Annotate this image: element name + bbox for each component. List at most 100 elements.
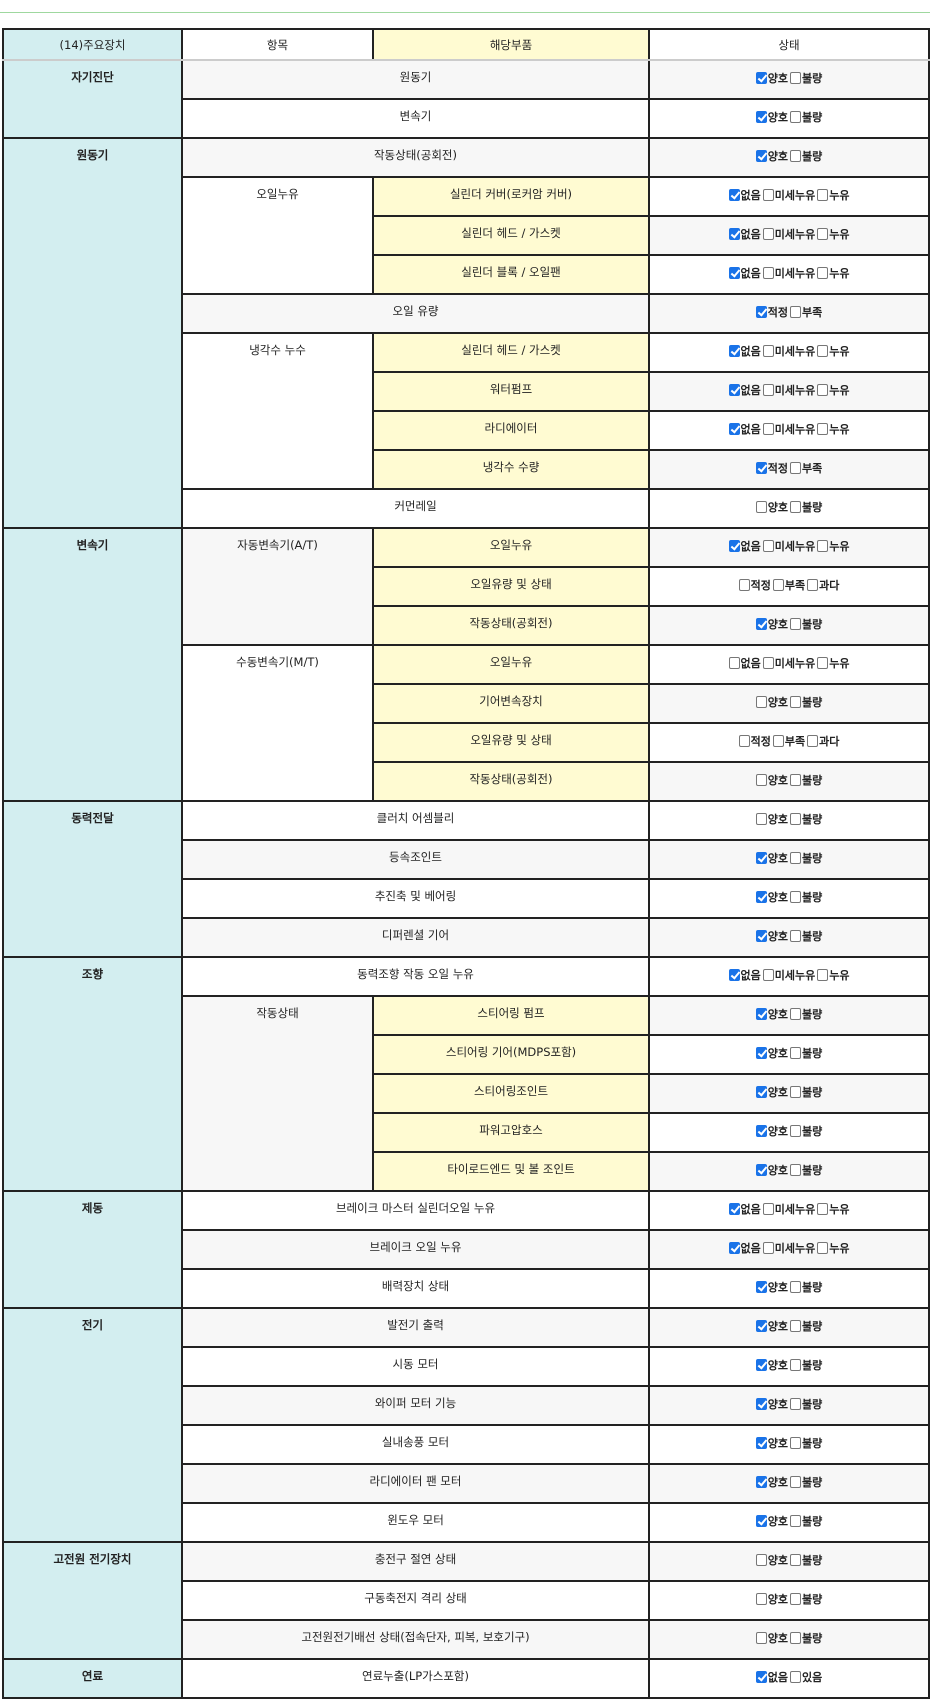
status-option[interactable]: 양호	[755, 1513, 788, 1529]
status-option[interactable]: 누유	[817, 1240, 849, 1256]
checkbox-icon[interactable]	[817, 1203, 829, 1215]
checkbox-checked-icon[interactable]	[755, 111, 767, 123]
status-option[interactable]: 불량	[790, 1396, 822, 1412]
status-option[interactable]: 양호	[755, 1396, 788, 1412]
checkbox-icon[interactable]	[790, 501, 801, 513]
status-option[interactable]: 양호	[755, 1045, 788, 1061]
checkbox-icon[interactable]	[762, 384, 774, 396]
checkbox-icon[interactable]	[762, 969, 774, 981]
checkbox-checked-icon[interactable]	[728, 1203, 740, 1215]
checkbox-checked-icon[interactable]	[755, 1125, 767, 1137]
status-option[interactable]: 과다	[807, 733, 839, 749]
checkbox-icon[interactable]	[790, 1398, 801, 1410]
status-option[interactable]: 양호	[755, 1006, 788, 1022]
status-option[interactable]: 미세누유	[762, 265, 815, 281]
checkbox-checked-icon[interactable]	[755, 1398, 767, 1410]
status-option[interactable]: 미세누유	[762, 655, 815, 671]
status-option[interactable]: 불량	[790, 1474, 822, 1490]
checkbox-checked-icon[interactable]	[728, 384, 740, 396]
status-option[interactable]: 없음	[728, 967, 761, 983]
status-option[interactable]: 불량	[790, 1279, 822, 1295]
status-option[interactable]: 불량	[790, 1006, 822, 1022]
checkbox-icon[interactable]	[817, 969, 829, 981]
checkbox-icon[interactable]	[817, 384, 829, 396]
status-option[interactable]: 양호	[755, 70, 788, 86]
checkbox-icon[interactable]	[790, 696, 801, 708]
status-option[interactable]: 미세누유	[762, 421, 815, 437]
status-option[interactable]: 없음	[728, 538, 761, 554]
status-option[interactable]: 부족	[790, 460, 822, 476]
status-option[interactable]: 불량	[790, 1591, 822, 1607]
status-option[interactable]: 양호	[755, 1552, 788, 1568]
checkbox-checked-icon[interactable]	[755, 306, 767, 318]
status-option[interactable]: 누유	[817, 226, 849, 242]
checkbox-checked-icon[interactable]	[755, 852, 767, 864]
checkbox-icon[interactable]	[790, 1515, 801, 1527]
checkbox-checked-icon[interactable]	[755, 1671, 767, 1683]
status-option[interactable]: 불량	[790, 1435, 822, 1451]
status-option[interactable]: 양호	[755, 616, 788, 632]
checkbox-checked-icon[interactable]	[755, 1281, 767, 1293]
checkbox-icon[interactable]	[762, 228, 774, 240]
checkbox-icon[interactable]	[762, 540, 774, 552]
checkbox-icon[interactable]	[807, 579, 819, 591]
checkbox-icon[interactable]	[790, 891, 801, 903]
status-option[interactable]: 미세누유	[762, 187, 815, 203]
checkbox-icon[interactable]	[790, 1437, 801, 1449]
status-option[interactable]: 미세누유	[762, 967, 815, 983]
status-option[interactable]: 과다	[807, 577, 839, 593]
status-option[interactable]: 불량	[790, 109, 822, 125]
status-option[interactable]: 불량	[790, 1630, 822, 1646]
status-option[interactable]: 불량	[790, 499, 822, 515]
checkbox-icon[interactable]	[790, 1671, 801, 1683]
status-option[interactable]: 누유	[817, 265, 849, 281]
status-option[interactable]: 불량	[790, 772, 822, 788]
status-option[interactable]: 불량	[790, 1162, 822, 1178]
checkbox-icon[interactable]	[772, 735, 784, 747]
checkbox-icon[interactable]	[817, 423, 829, 435]
checkbox-icon[interactable]	[807, 735, 819, 747]
status-option[interactable]: 누유	[817, 187, 849, 203]
checkbox-icon[interactable]	[790, 1554, 801, 1566]
status-option[interactable]: 양호	[755, 889, 788, 905]
status-option[interactable]: 불량	[790, 616, 822, 632]
checkbox-icon[interactable]	[790, 1125, 801, 1137]
status-option[interactable]: 양호	[755, 1084, 788, 1100]
status-option[interactable]: 미세누유	[762, 226, 815, 242]
checkbox-icon[interactable]	[790, 306, 801, 318]
checkbox-icon[interactable]	[790, 1008, 801, 1020]
status-option[interactable]: 없음	[728, 421, 761, 437]
status-option[interactable]: 불량	[790, 148, 822, 164]
checkbox-icon[interactable]	[728, 657, 740, 669]
checkbox-checked-icon[interactable]	[755, 1437, 767, 1449]
status-option[interactable]: 불량	[790, 1357, 822, 1373]
status-option[interactable]: 양호	[755, 1123, 788, 1139]
checkbox-icon[interactable]	[755, 1554, 767, 1566]
checkbox-icon[interactable]	[790, 930, 801, 942]
status-option[interactable]: 양호	[755, 1357, 788, 1373]
checkbox-icon[interactable]	[790, 72, 801, 84]
status-option[interactable]: 양호	[755, 1318, 788, 1334]
status-option[interactable]: 양호	[755, 1162, 788, 1178]
checkbox-icon[interactable]	[790, 1047, 801, 1059]
checkbox-icon[interactable]	[790, 111, 801, 123]
status-option[interactable]: 없음	[755, 1669, 788, 1685]
checkbox-checked-icon[interactable]	[755, 1008, 767, 1020]
checkbox-icon[interactable]	[738, 735, 750, 747]
checkbox-icon[interactable]	[762, 657, 774, 669]
status-option[interactable]: 불량	[790, 1084, 822, 1100]
checkbox-checked-icon[interactable]	[755, 1515, 767, 1527]
status-option[interactable]: 없음	[728, 1240, 761, 1256]
checkbox-icon[interactable]	[738, 579, 750, 591]
status-option[interactable]: 있음	[790, 1669, 822, 1685]
checkbox-icon[interactable]	[817, 267, 829, 279]
status-option[interactable]: 불량	[790, 928, 822, 944]
checkbox-checked-icon[interactable]	[728, 1242, 740, 1254]
status-option[interactable]: 없음	[728, 265, 761, 281]
status-option[interactable]: 누유	[817, 382, 849, 398]
checkbox-icon[interactable]	[755, 501, 767, 513]
status-option[interactable]: 불량	[790, 70, 822, 86]
status-option[interactable]: 없음	[728, 655, 761, 671]
status-option[interactable]: 양호	[755, 1435, 788, 1451]
checkbox-icon[interactable]	[790, 1359, 801, 1371]
